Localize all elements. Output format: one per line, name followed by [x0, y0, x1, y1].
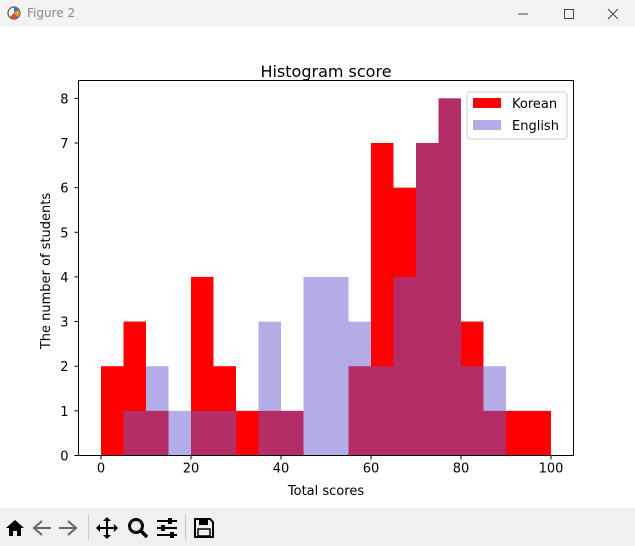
x-tick-label: 80 — [453, 462, 470, 477]
bar-korean-0 — [101, 366, 124, 456]
app-icon — [7, 6, 21, 20]
bar-english-50 — [326, 276, 349, 456]
zoom-icon — [128, 518, 149, 539]
x-tick-label: 100 — [539, 462, 564, 477]
bar-english-25 — [213, 410, 236, 456]
maximize-button[interactable] — [546, 0, 592, 27]
home-icon — [6, 520, 24, 536]
bar-english-15 — [168, 410, 191, 456]
y-axis-label: The number of students — [39, 193, 54, 351]
x-axis-label: Total scores — [287, 484, 364, 499]
bar-english-20 — [191, 410, 214, 456]
pan-button[interactable] — [95, 516, 119, 540]
pan-icon — [96, 517, 118, 539]
legend-swatch-korean — [473, 98, 501, 108]
maximize-icon — [564, 8, 574, 19]
x-tick-label: 60 — [363, 462, 380, 477]
bar-english-40 — [281, 410, 304, 456]
bar-english-85 — [483, 366, 506, 456]
close-icon — [607, 8, 619, 19]
figure-canvas: Histogram score 0 20 40 60 80 100 0 1 2 3 4 5 6 7 8 T… — [0, 27, 635, 508]
y-tick-label: 8 — [60, 92, 68, 107]
x-axis: 0 20 40 60 80 100 — [97, 455, 564, 477]
save-button[interactable] — [192, 516, 216, 540]
bar-english-10 — [146, 366, 169, 456]
x-tick-label: 40 — [273, 462, 290, 477]
toolbar-separator — [88, 514, 89, 540]
y-tick-label: 5 — [60, 226, 68, 241]
forward-button[interactable] — [56, 516, 80, 540]
zoom-button[interactable] — [126, 516, 150, 540]
chart-title: Histogram score — [260, 62, 391, 81]
legend: Korean English — [466, 91, 568, 140]
histogram-chart: Histogram score 0 20 40 60 80 100 0 1 2 3 4 5 6 7 8 T… — [39, 62, 574, 499]
y-tick-label: 1 — [60, 405, 68, 420]
configure-subplots-button[interactable] — [155, 516, 179, 540]
bars-group — [101, 98, 551, 456]
minimize-button[interactable] — [500, 0, 546, 27]
save-icon — [194, 518, 214, 538]
bar-english-75 — [438, 98, 461, 456]
x-tick-label: 0 — [97, 462, 105, 477]
legend-label-korean: Korean — [512, 97, 557, 112]
y-axis: 0 1 2 3 4 5 6 7 8 — [60, 92, 79, 465]
bar-english-5 — [123, 410, 146, 456]
navigation-toolbar — [0, 508, 635, 546]
minimize-icon — [518, 13, 528, 14]
bar-english-45 — [303, 276, 326, 456]
y-tick-label: 3 — [60, 316, 68, 331]
bar-korean-30 — [236, 410, 259, 456]
back-arrow-icon — [32, 520, 51, 536]
window-titlebar: Figure 2 — [0, 0, 635, 27]
bar-english-80 — [461, 366, 484, 456]
close-button[interactable] — [590, 0, 635, 27]
configure-subplots-icon — [157, 518, 177, 538]
y-tick-label: 2 — [60, 360, 68, 375]
bar-english-70 — [416, 143, 439, 456]
home-button[interactable] — [3, 516, 27, 540]
y-tick-label: 7 — [60, 137, 68, 152]
y-tick-label: 0 — [60, 450, 68, 465]
bar-english-55 — [348, 321, 371, 456]
plot-frame — [78, 80, 574, 456]
bar-english-60 — [371, 366, 394, 456]
bar-korean-90 — [506, 410, 529, 456]
toolbar-separator — [185, 514, 186, 540]
back-button[interactable] — [30, 516, 54, 540]
window-title: Figure 2 — [27, 6, 76, 20]
legend-label-english: English — [512, 119, 559, 134]
y-tick-label: 4 — [60, 271, 68, 286]
y-tick-label: 6 — [60, 182, 68, 197]
forward-arrow-icon — [59, 520, 78, 536]
bar-english-65 — [393, 276, 416, 456]
bar-english-35 — [258, 321, 281, 456]
bar-korean-95 — [528, 410, 551, 456]
legend-swatch-english — [473, 120, 501, 130]
x-tick-label: 20 — [183, 462, 200, 477]
